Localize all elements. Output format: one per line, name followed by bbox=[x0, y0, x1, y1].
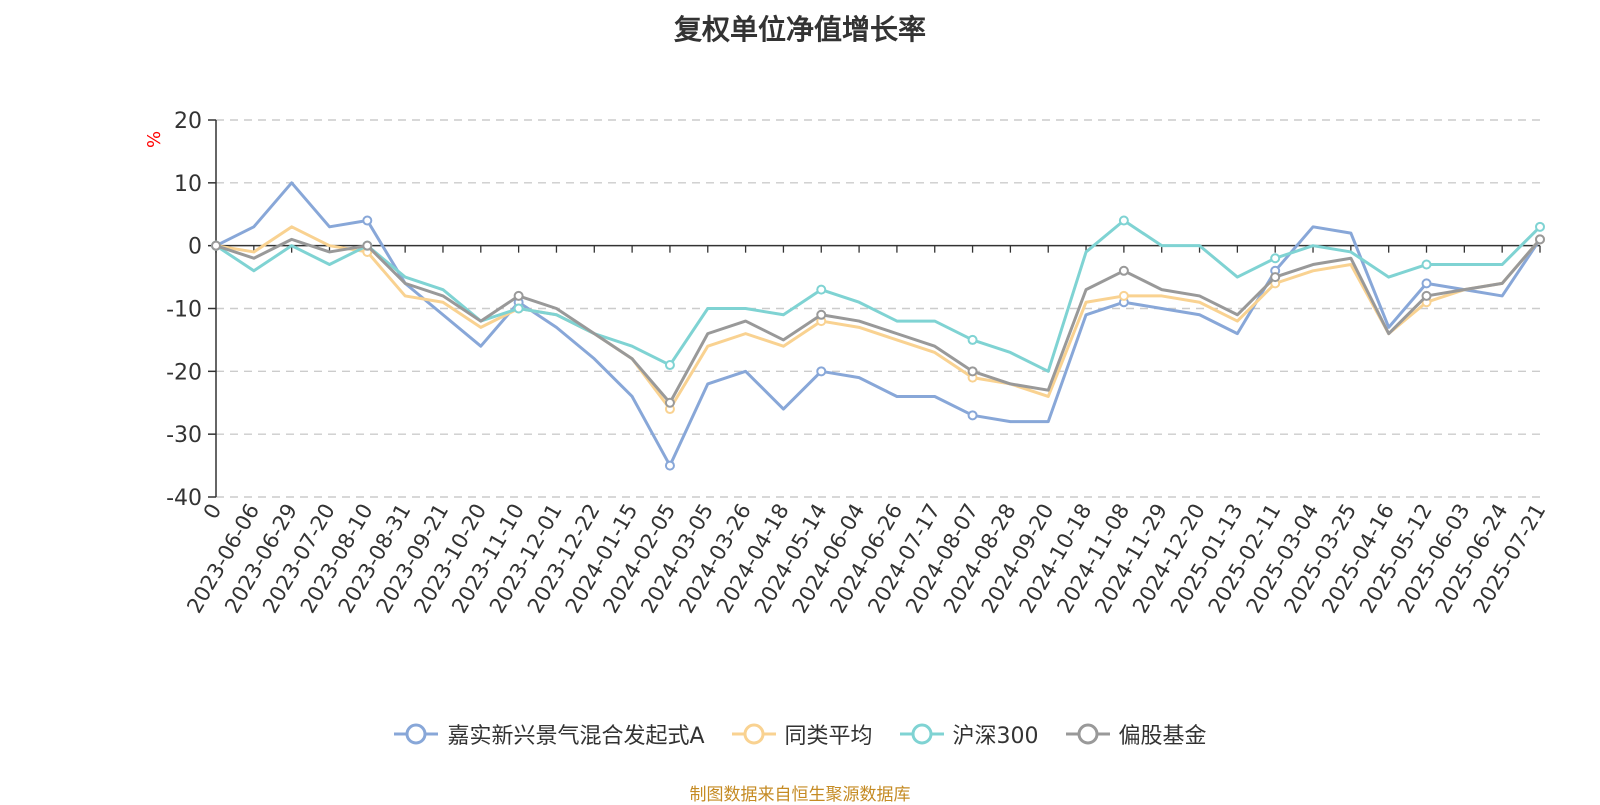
series-point bbox=[967, 366, 978, 377]
x-tick-label: 0 bbox=[199, 500, 226, 524]
series-point bbox=[816, 284, 827, 295]
legend-item-1[interactable]: 同类平均 bbox=[731, 718, 873, 750]
y-tick-label: -20 bbox=[166, 360, 202, 385]
y-tick-label: 20 bbox=[174, 109, 202, 134]
series-line-2 bbox=[215, 219, 1542, 373]
legend-item-0[interactable]: 嘉实新兴景气混合发起式A bbox=[393, 718, 705, 750]
y-tick-label: -40 bbox=[166, 486, 202, 511]
series-point bbox=[1118, 265, 1129, 276]
legend-line-circle-icon bbox=[1065, 723, 1110, 745]
y-tick-label: 0 bbox=[188, 235, 202, 260]
series-point bbox=[362, 215, 373, 226]
series-point bbox=[967, 410, 978, 421]
y-tick-label: -30 bbox=[166, 423, 202, 448]
series-point bbox=[664, 360, 675, 371]
series-point bbox=[362, 240, 373, 251]
series-point bbox=[1118, 215, 1129, 226]
y-tick-label: -10 bbox=[166, 298, 202, 323]
series-point bbox=[967, 334, 978, 345]
series-point bbox=[513, 303, 524, 314]
legend-label: 嘉实新兴景气混合发起式A bbox=[447, 724, 705, 749]
series-line-0 bbox=[215, 181, 1542, 468]
legend-label: 同类平均 bbox=[784, 724, 873, 749]
series-point bbox=[1421, 259, 1432, 270]
series-point bbox=[1270, 272, 1281, 283]
legend-label: 沪深300 bbox=[952, 724, 1039, 749]
series-point bbox=[1421, 290, 1432, 301]
chart-title: 复权单位净值增长率 bbox=[673, 13, 926, 46]
legend-line-circle-icon bbox=[899, 723, 944, 745]
series-point bbox=[513, 290, 524, 301]
series-point bbox=[664, 397, 675, 408]
series-point bbox=[816, 309, 827, 320]
legend-line-circle-icon bbox=[731, 723, 776, 745]
legend: 嘉实新兴景气混合发起式A 同类平均 沪深300 偏股基金 bbox=[0, 718, 1600, 750]
series-point bbox=[211, 240, 221, 251]
data-source-note: 制图数据来自恒生聚源数据库 bbox=[689, 785, 911, 805]
series-point bbox=[1118, 290, 1129, 301]
legend-item-3[interactable]: 偏股基金 bbox=[1065, 718, 1207, 750]
series-point bbox=[1535, 234, 1545, 245]
legend-item-2[interactable]: 沪深300 bbox=[899, 718, 1039, 750]
series-point bbox=[816, 366, 827, 377]
legend-label: 偏股基金 bbox=[1118, 724, 1207, 749]
legend-line-circle-icon bbox=[394, 723, 439, 745]
y-tick-label: 10 bbox=[174, 172, 202, 197]
series-point bbox=[1535, 221, 1545, 232]
series-line-3 bbox=[215, 237, 1542, 405]
series-line-1 bbox=[215, 225, 1542, 411]
series-point bbox=[1270, 253, 1281, 264]
series-point bbox=[664, 460, 675, 471]
series-point bbox=[1421, 278, 1432, 289]
